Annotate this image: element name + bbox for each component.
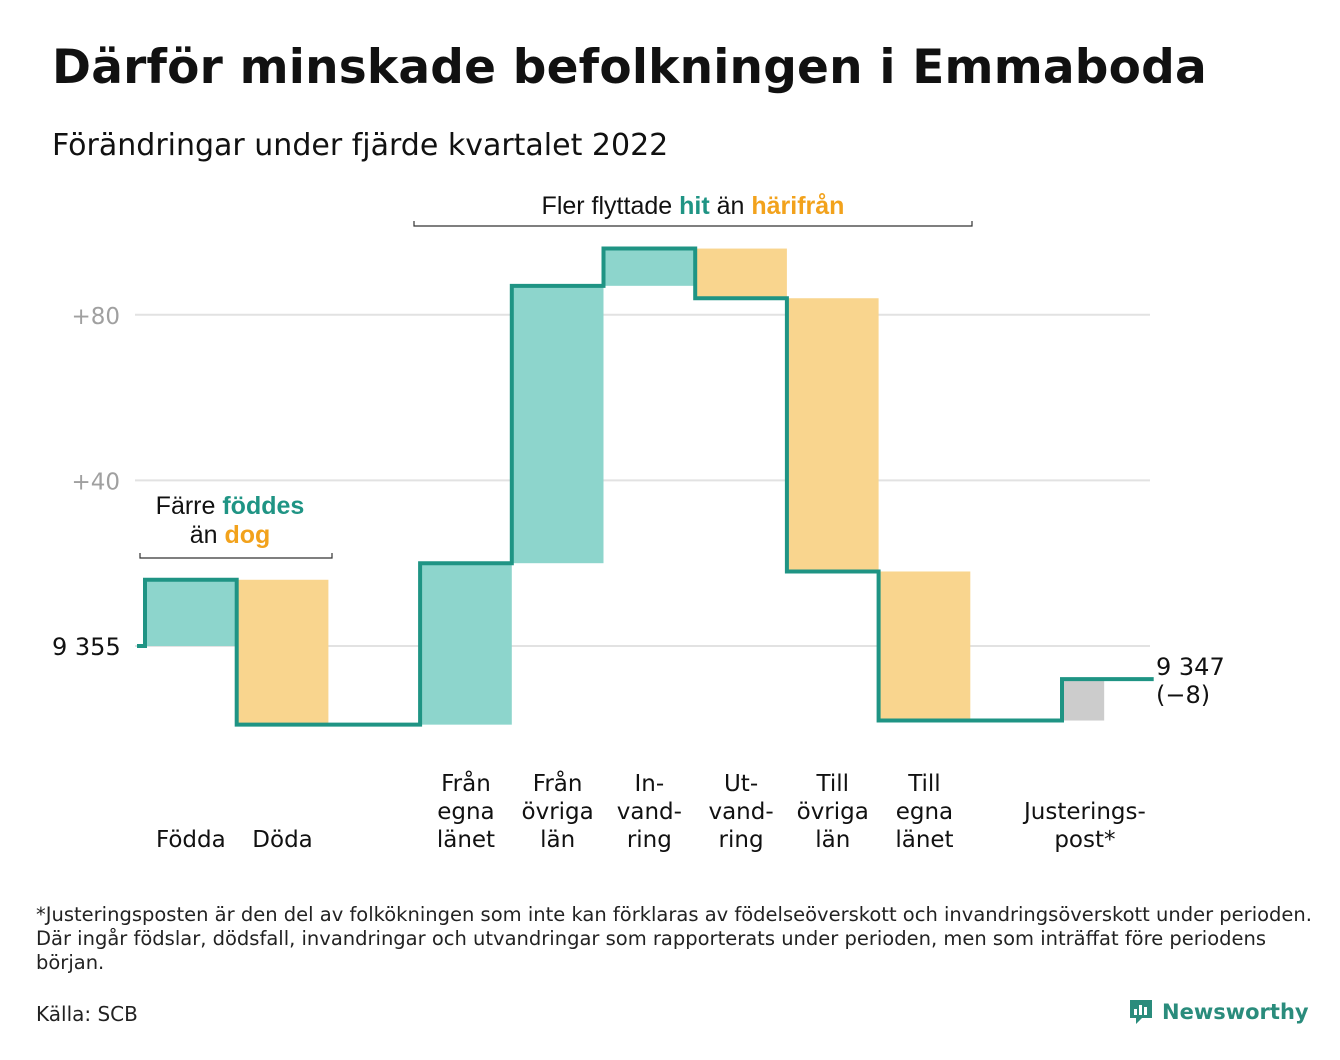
level-step-line [137, 246, 1154, 727]
end-value-label: 9 347 [1156, 653, 1225, 681]
source-label: Källa: SCB [36, 1002, 138, 1026]
waterfall-bar [145, 579, 237, 646]
category-label: Från [441, 769, 491, 797]
category-label: egna [437, 799, 494, 825]
waterfall-bar [695, 248, 787, 299]
category-label: länet [895, 827, 953, 853]
end-change-label: (−8) [1156, 681, 1210, 709]
category-label: post* [1054, 827, 1115, 853]
waterfall-bar [511, 285, 604, 564]
annotation-bracket [139, 553, 333, 559]
category-label: Födda [156, 827, 226, 853]
annotation-word: dog [224, 521, 270, 549]
category-label: ring [627, 827, 672, 853]
category-label: Från [533, 769, 583, 797]
category-label: Justerings- [1022, 799, 1146, 825]
annotation-bracket [413, 221, 973, 227]
chart-subtitle: Förändringar under fjärde kvartalet 2022 [52, 128, 669, 163]
category-label: länet [437, 827, 495, 853]
waterfall-bar [603, 248, 696, 286]
category-label: län [815, 827, 850, 853]
annotation-word: hit [679, 192, 710, 220]
brand-logo[interactable]: Newsworthy [1128, 998, 1309, 1026]
line-layer [137, 246, 1154, 727]
waterfall-bar [420, 563, 512, 725]
grid-layer: +40 +80 [71, 304, 1150, 647]
waterfall-bar [786, 298, 879, 572]
footnote: *Justeringsposten är den del av folkökni… [36, 903, 1312, 974]
annotation-births-line1: Färre föddes [156, 492, 305, 520]
annotation-word: härifrån [751, 192, 844, 220]
annotation-word: Färre [156, 492, 223, 520]
category-label: vand- [708, 799, 773, 825]
chart-title: Därför minskade befolkningen i Emmaboda [52, 40, 1207, 95]
waterfall-bar [878, 571, 971, 721]
newsworthy-logo-icon [1130, 1000, 1152, 1024]
annotation-births-line2: än dog [190, 521, 271, 549]
annotation-word: föddes [222, 492, 304, 520]
bars-layer [145, 248, 1105, 725]
category-label: Till [815, 771, 849, 797]
waterfall-bar [236, 579, 329, 725]
category-label: vand- [617, 799, 682, 825]
category-label: Till [907, 771, 941, 797]
category-label: In- [635, 771, 665, 797]
annotation-word: än [710, 192, 752, 220]
annotation-word: än [190, 521, 225, 549]
category-label: egna [896, 799, 953, 825]
category-label: ring [719, 827, 764, 853]
annotation-word: Fler flyttade [542, 192, 680, 220]
annotation-migration: Fler flyttade hit än härifrån [542, 192, 845, 220]
waterfall-bar [1062, 679, 1105, 721]
brand-name: Newsworthy [1162, 1000, 1309, 1024]
start-value-label: 9 355 [52, 633, 121, 661]
category-label: övriga [797, 799, 869, 825]
category-label: Döda [252, 827, 312, 853]
category-label: övriga [522, 799, 594, 825]
y-tick-label: +80 [71, 304, 120, 330]
y-tick-label: +40 [71, 469, 120, 495]
category-label: län [540, 827, 575, 853]
category-label: Ut- [724, 771, 758, 797]
